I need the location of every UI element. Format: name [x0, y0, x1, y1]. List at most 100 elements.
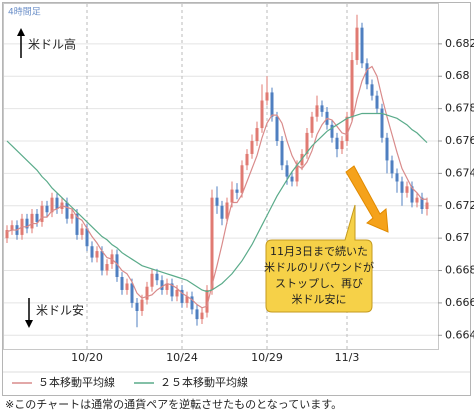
x-tick-label: 10/20	[71, 351, 103, 364]
candle-body	[200, 312, 204, 320]
plot-frame	[3, 3, 439, 350]
candle-body	[120, 277, 124, 290]
callout-box	[265, 204, 373, 313]
callout-line: 米ドルのリバウンドが	[264, 260, 374, 274]
candle-body	[345, 116, 349, 141]
bottom-label: 米ドル安	[36, 303, 84, 318]
candle-body	[185, 296, 189, 303]
candle-body	[260, 100, 264, 129]
candle-body	[250, 141, 254, 154]
candle-body	[180, 289, 184, 303]
candle-body	[35, 213, 39, 222]
candle-body	[215, 197, 219, 206]
candle-body	[175, 289, 179, 297]
legend-label: ５本移動平均線	[38, 375, 115, 389]
callout-line: 米ドル安に	[292, 292, 347, 306]
candle-body	[270, 92, 274, 117]
y-tick-label: 0.682	[445, 37, 474, 50]
candle-body	[45, 205, 49, 213]
candle-body	[310, 116, 314, 133]
up-indicator: 米ドル高	[17, 28, 76, 58]
down-indicator: 米ドル安	[25, 298, 84, 328]
candle-body	[190, 296, 194, 310]
legend-label: ２５本移動平均線	[160, 375, 248, 389]
candle-body	[410, 186, 414, 203]
candle-body	[130, 283, 134, 303]
candle-body	[240, 165, 244, 193]
x-tick-label: 10/24	[166, 351, 198, 364]
candle-body	[340, 141, 344, 150]
candle-body	[295, 165, 299, 182]
y-tick-label: 0.676	[445, 134, 474, 147]
candle-body	[280, 141, 284, 166]
callout-line: ストップし、再び	[275, 277, 363, 290]
candle-body	[315, 105, 319, 117]
x-tick-label: 10/29	[251, 351, 283, 364]
candle-body	[355, 27, 359, 61]
candle-body	[75, 213, 79, 235]
candle-body	[95, 251, 99, 258]
candle-body	[395, 173, 399, 182]
candle-body	[115, 254, 119, 277]
candle-body	[385, 137, 389, 161]
candle-body	[365, 63, 369, 85]
candle-body	[230, 189, 234, 203]
candle-body	[150, 273, 154, 287]
candle-body	[170, 283, 174, 297]
up-arrow-head	[17, 28, 25, 36]
y-tick-label: 0.674	[445, 166, 474, 179]
candle-body	[105, 264, 109, 271]
candle-body	[400, 181, 404, 193]
candle-body	[165, 283, 169, 290]
candle-body	[235, 189, 239, 193]
candle-body	[30, 213, 34, 229]
candle-body	[220, 205, 224, 219]
candle-body	[160, 280, 164, 290]
candle-body	[380, 108, 384, 138]
candle-body	[225, 202, 229, 219]
candle-body	[205, 289, 209, 313]
down-arrow-head	[25, 320, 33, 328]
candle-body	[85, 228, 89, 247]
candle-body	[5, 230, 9, 239]
candle-body	[135, 302, 139, 311]
candle-body	[330, 124, 334, 138]
candle-body	[320, 105, 324, 112]
top-label: 米ドル高	[28, 37, 76, 52]
candle-body	[275, 116, 279, 141]
y-tick-label: 0.668	[445, 264, 474, 277]
candle-body	[80, 228, 84, 235]
candle-body	[55, 197, 59, 209]
candle-body	[390, 160, 394, 174]
trend-arrow	[345, 165, 389, 233]
candle-body	[65, 202, 69, 219]
candle-body	[255, 128, 259, 141]
moving-average-line	[6, 112, 428, 293]
candle-body	[140, 299, 144, 311]
y-tick-label: 0.68	[445, 69, 470, 82]
plot-area	[4, 4, 438, 349]
candle-body	[285, 165, 289, 177]
candle-body	[100, 251, 104, 271]
y-tick-label: 0.67	[445, 231, 470, 244]
moving-average-line	[6, 65, 427, 309]
candle-body	[40, 205, 44, 222]
candle-body	[90, 246, 94, 258]
x-tick-label: 11/3	[335, 351, 360, 364]
callout-line: 11月3日まで続いた	[270, 244, 368, 258]
candle-body	[125, 283, 129, 290]
candle-body	[370, 84, 374, 96]
candle-body	[350, 60, 354, 117]
candle-body	[155, 273, 159, 281]
candle-body	[420, 197, 424, 209]
footnote: ※このチャートは通常の通貨ペアを逆転させたものとなっています。	[5, 397, 342, 411]
candle-body	[290, 176, 294, 182]
y-tick-label: 0.678	[445, 102, 474, 115]
y-tick-label: 0.672	[445, 199, 474, 212]
candle-body	[210, 197, 214, 290]
candle-body	[245, 153, 249, 166]
candle-body	[25, 218, 29, 229]
candle-body	[335, 137, 339, 150]
y-tick-label: 0.664	[445, 328, 474, 341]
